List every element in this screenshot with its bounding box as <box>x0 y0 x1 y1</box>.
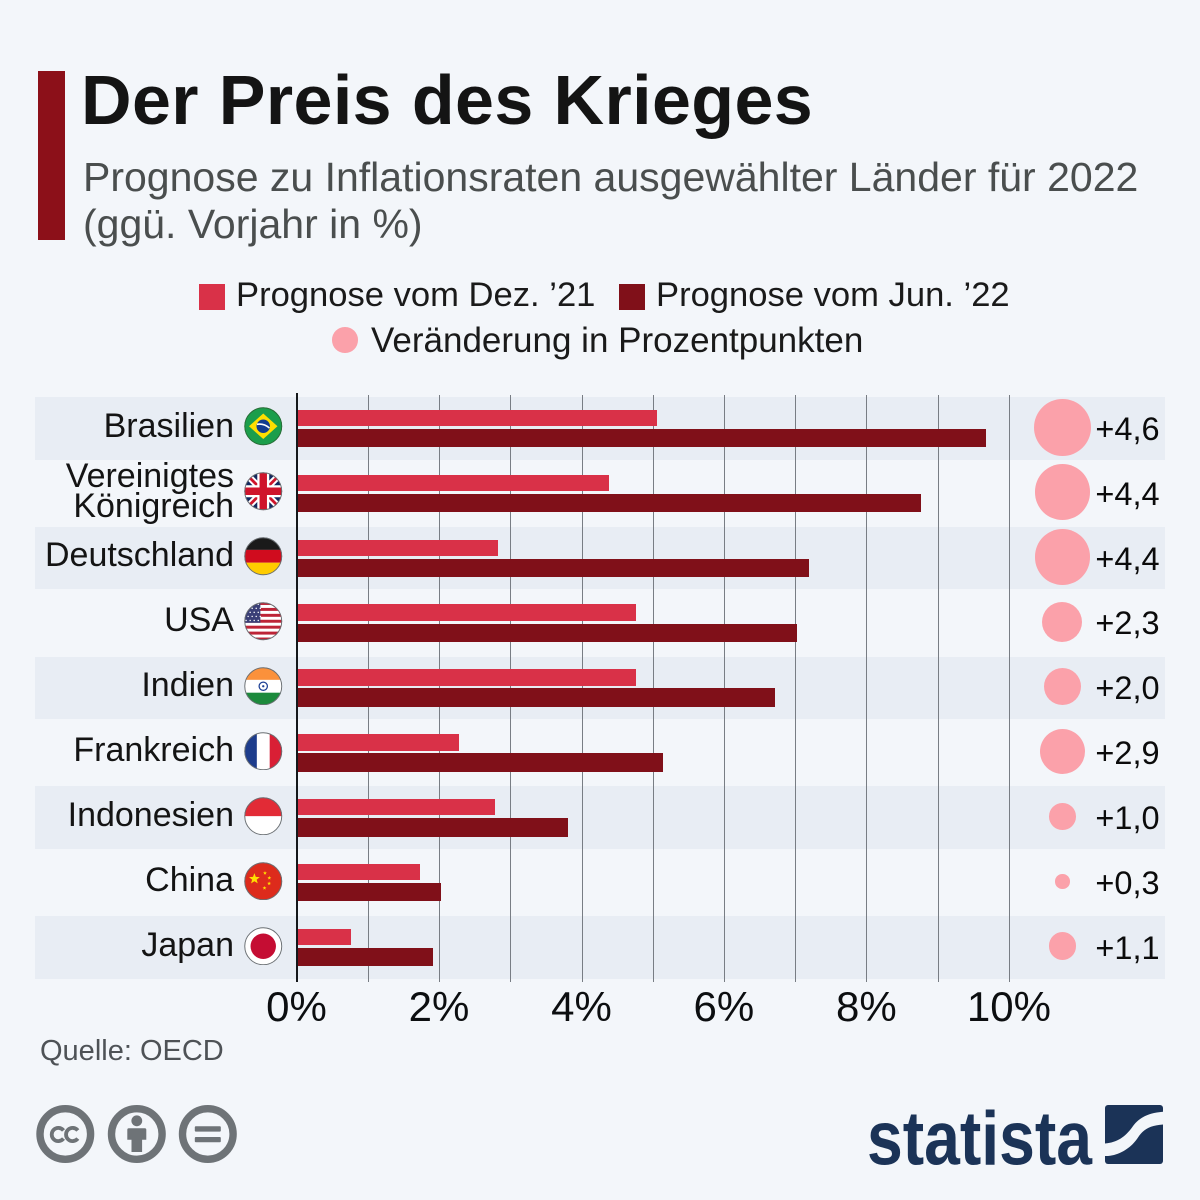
svg-text:statista: statista <box>867 1097 1093 1176</box>
